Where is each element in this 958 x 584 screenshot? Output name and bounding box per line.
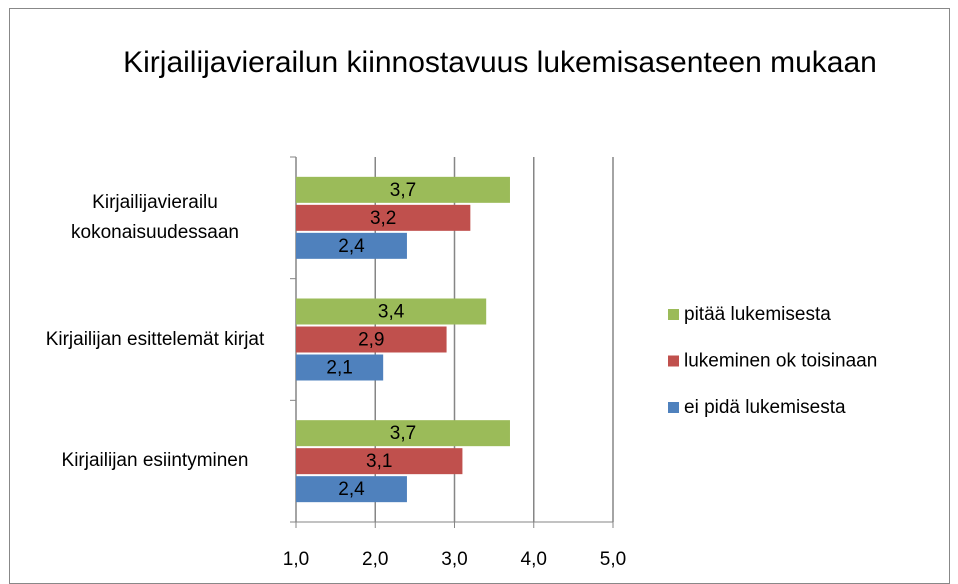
bar bbox=[296, 204, 471, 231]
bar bbox=[296, 176, 510, 203]
legend-label: ei pidä lukemisesta bbox=[684, 397, 846, 418]
data-label: 2,4 bbox=[338, 236, 365, 257]
x-tick-label: 5,0 bbox=[600, 549, 626, 570]
bar bbox=[296, 298, 487, 325]
data-label: 2,4 bbox=[338, 479, 365, 500]
x-tick-label: 2,0 bbox=[362, 549, 388, 570]
legend-label: lukeminen ok toisinaan bbox=[684, 351, 877, 372]
legend-swatch bbox=[668, 309, 679, 320]
legend-swatch bbox=[668, 402, 679, 413]
bar bbox=[296, 232, 407, 259]
bar bbox=[296, 448, 463, 475]
data-label: 3,7 bbox=[390, 423, 416, 444]
data-label: 3,4 bbox=[378, 302, 405, 323]
bar bbox=[296, 420, 510, 447]
bar bbox=[296, 354, 384, 381]
data-label: 3,2 bbox=[370, 208, 396, 229]
data-label: 2,9 bbox=[358, 330, 384, 351]
data-label: 2,1 bbox=[326, 358, 352, 379]
x-tick-label: 1,0 bbox=[283, 549, 309, 570]
y-tick-label: Kirjailijavierailu kokonaisuudessaan bbox=[71, 191, 239, 243]
data-label: 3,7 bbox=[390, 180, 416, 201]
chart-title: Kirjailijavierailun kiinnostavuus lukemi… bbox=[123, 46, 877, 79]
chart-border bbox=[9, 8, 950, 584]
y-tick-label: Kirjailijan esittelemät kirjat bbox=[45, 328, 265, 350]
y-tick-label: Kirjailijan esiintyminen bbox=[61, 450, 249, 472]
x-tick-label: 3,0 bbox=[441, 549, 467, 570]
x-tick-label: 4,0 bbox=[521, 549, 547, 570]
bar bbox=[296, 476, 407, 503]
legend-swatch bbox=[668, 355, 679, 367]
data-label: 3,1 bbox=[366, 451, 392, 472]
legend-label: pitää lukemisesta bbox=[684, 304, 831, 325]
bar bbox=[296, 326, 447, 353]
